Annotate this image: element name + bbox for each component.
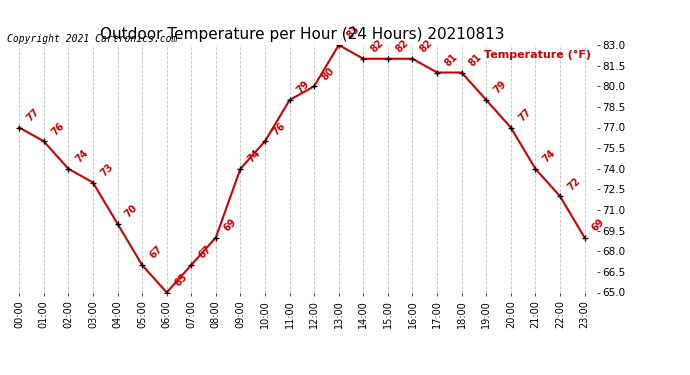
Text: 69: 69 bbox=[221, 217, 238, 233]
Title: Outdoor Temperature per Hour (24 Hours) 20210813: Outdoor Temperature per Hour (24 Hours) … bbox=[99, 27, 504, 42]
Text: 73: 73 bbox=[99, 162, 115, 178]
Text: 76: 76 bbox=[49, 120, 66, 137]
Point bbox=[431, 69, 442, 75]
Point bbox=[88, 180, 99, 186]
Point bbox=[579, 234, 590, 240]
Text: 81: 81 bbox=[467, 52, 484, 68]
Text: 74: 74 bbox=[246, 148, 263, 165]
Point bbox=[14, 124, 25, 130]
Point bbox=[407, 56, 418, 62]
Point bbox=[210, 234, 221, 240]
Text: 77: 77 bbox=[516, 107, 533, 123]
Text: Copyright 2021 Cartronics.com: Copyright 2021 Cartronics.com bbox=[7, 34, 177, 44]
Point bbox=[137, 262, 148, 268]
Text: 74: 74 bbox=[74, 148, 90, 165]
Text: 82: 82 bbox=[369, 38, 386, 55]
Point bbox=[481, 97, 492, 103]
Point bbox=[284, 97, 295, 103]
Text: 83: 83 bbox=[344, 24, 361, 41]
Point bbox=[161, 290, 172, 296]
Text: 67: 67 bbox=[148, 244, 164, 261]
Point bbox=[112, 221, 123, 227]
Text: 79: 79 bbox=[295, 79, 312, 96]
Point bbox=[259, 138, 270, 144]
Text: 82: 82 bbox=[418, 38, 435, 55]
Text: 81: 81 bbox=[442, 52, 460, 68]
Point bbox=[308, 83, 319, 89]
Text: 69: 69 bbox=[590, 217, 607, 233]
Text: Temperature (°F): Temperature (°F) bbox=[484, 50, 591, 60]
Text: 72: 72 bbox=[566, 176, 582, 192]
Text: 77: 77 bbox=[25, 107, 41, 123]
Point bbox=[38, 138, 49, 144]
Text: 76: 76 bbox=[270, 120, 287, 137]
Point bbox=[505, 124, 516, 130]
Text: 65: 65 bbox=[172, 272, 189, 288]
Point bbox=[456, 69, 467, 75]
Text: 70: 70 bbox=[123, 203, 139, 220]
Text: 80: 80 bbox=[319, 65, 337, 82]
Point bbox=[235, 166, 246, 172]
Point bbox=[358, 56, 369, 62]
Text: 79: 79 bbox=[492, 79, 509, 96]
Point bbox=[186, 262, 197, 268]
Text: 67: 67 bbox=[197, 244, 213, 261]
Text: 74: 74 bbox=[541, 148, 558, 165]
Point bbox=[333, 42, 344, 48]
Point bbox=[555, 193, 566, 199]
Text: 82: 82 bbox=[393, 38, 410, 55]
Point bbox=[63, 166, 74, 172]
Point bbox=[382, 56, 393, 62]
Point bbox=[530, 166, 541, 172]
